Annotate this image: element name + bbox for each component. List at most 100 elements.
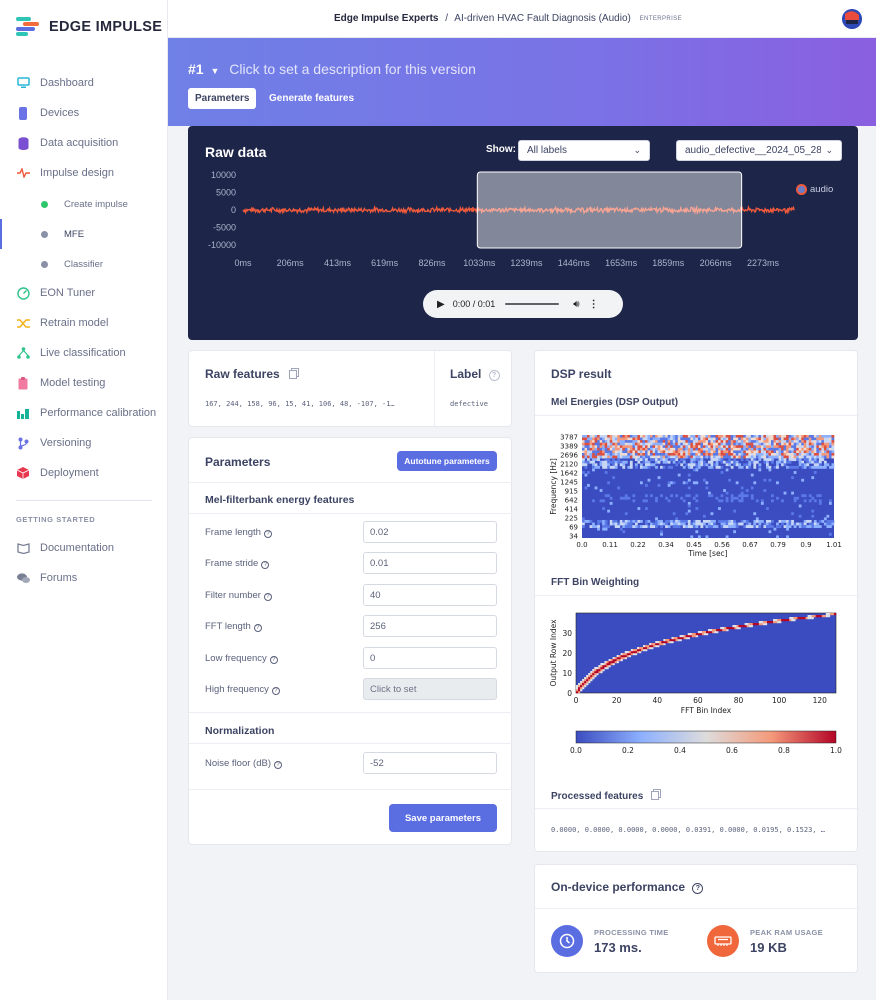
brand-logo[interactable]: EDGE IMPULSE	[16, 17, 162, 36]
selection-window[interactable]	[476, 171, 743, 249]
heatmap-cell	[745, 440, 749, 444]
play-icon[interactable]: ▶	[437, 298, 445, 310]
breadcrumb-org[interactable]: Edge Impulse Experts	[334, 13, 439, 24]
heatmap-cell	[660, 525, 663, 529]
sidebar-item-retrain-model[interactable]: Retrain model	[0, 308, 168, 338]
heatmap-cell	[690, 525, 694, 529]
label-filter-select[interactable]: All labels ⌄	[518, 140, 650, 161]
high-frequency-input[interactable]: Click to set	[363, 678, 497, 700]
heatmap-cell	[607, 481, 611, 485]
copy-icon[interactable]	[651, 789, 662, 803]
sidebar-item-impulse-design[interactable]: Impulse design	[0, 158, 168, 188]
sidebar-item-devices[interactable]: Devices	[0, 98, 168, 128]
heatmap-cell	[617, 522, 621, 526]
autotune-button[interactable]: Autotune parameters	[397, 451, 497, 471]
heatmap-cell	[743, 445, 747, 449]
heatmap-cell	[758, 453, 762, 456]
heatmap-cell	[823, 460, 827, 464]
heatmap-cell	[715, 445, 719, 449]
sample-value: audio_defective__2024_05_28_16	[685, 145, 822, 156]
filterbank-cell	[679, 639, 682, 642]
sidebar-item-documentation[interactable]: Documentation	[0, 533, 168, 563]
mel-section-heading: Mel-filterbank energy features	[205, 494, 355, 506]
seek-bar[interactable]	[505, 303, 560, 305]
filter-number-input[interactable]: 40	[363, 584, 497, 606]
heatmap-cell	[781, 435, 784, 438]
heatmap-cell	[695, 463, 699, 467]
filterbank-cell	[744, 625, 747, 628]
sidebar-item-dashboard[interactable]: Dashboard	[0, 68, 168, 98]
version-dropdown[interactable]: #1	[188, 61, 204, 77]
heatmap-cell	[773, 440, 777, 444]
frame-stride-input[interactable]: 0.01	[363, 552, 497, 574]
x-tick-label: 1446ms	[558, 258, 591, 268]
colorbar-tick-label: 0.6	[726, 746, 738, 755]
chart-legend[interactable]: audio	[796, 184, 833, 195]
help-icon[interactable]: ?	[271, 686, 280, 695]
heatmap-cell	[632, 437, 636, 441]
sidebar-item-mfe[interactable]: MFE	[0, 219, 168, 249]
tab-parameters[interactable]: Parameters	[188, 88, 257, 109]
heatmap-cell	[788, 465, 792, 469]
heatmap-cell	[771, 494, 774, 498]
sample-select[interactable]: audio_defective__2024_05_28_16 ⌄	[676, 140, 842, 161]
heatmap-cell	[692, 522, 696, 526]
tab-generate-features[interactable]: Generate features	[269, 93, 355, 104]
clipboard-icon	[16, 376, 30, 390]
heatmap-cell	[733, 458, 737, 462]
help-icon[interactable]: ?	[263, 529, 272, 538]
sidebar-item-live-classification[interactable]: Live classification	[0, 338, 168, 368]
sidebar-item-create-impulse[interactable]: Create impulse	[0, 189, 168, 219]
frame-length-input[interactable]: 0.02	[363, 521, 497, 543]
heatmap-cell	[650, 442, 653, 446]
help-icon[interactable]: ?	[263, 592, 272, 601]
sidebar-item-deployment[interactable]: Deployment	[0, 458, 168, 488]
heatmap-cell	[632, 447, 636, 451]
filterbank-cell	[807, 615, 810, 618]
breadcrumb-project[interactable]: AI-driven HVAC Fault Diagnosis (Audio)	[454, 13, 631, 24]
heatmap-cell	[771, 519, 774, 523]
sidebar-item-classifier[interactable]: Classifier	[0, 249, 168, 279]
heatmap-cell	[773, 453, 777, 456]
heatmap-cell	[738, 447, 742, 451]
heatmap-cell	[624, 453, 628, 456]
heatmap-cell	[594, 437, 598, 441]
heatmap-cell	[624, 522, 628, 526]
save-parameters-button[interactable]: Save parameters	[389, 804, 497, 832]
sidebar-item-eon-tuner[interactable]: EON Tuner	[0, 278, 168, 308]
version-description[interactable]: Click to set a description for this vers…	[229, 61, 476, 77]
sidebar-item-versioning[interactable]: Versioning	[0, 428, 168, 458]
heatmap-cell	[602, 499, 605, 503]
fft-length-input[interactable]: 256	[363, 615, 497, 637]
heatmap-cell	[667, 445, 671, 449]
filterbank-cell	[730, 627, 733, 630]
sidebar-item-data-acquisition[interactable]: Data acquisition	[0, 128, 168, 158]
heatmap-cell	[760, 447, 764, 451]
heatmap-cell	[755, 525, 759, 529]
volume-icon[interactable]: 🔊︎	[573, 298, 580, 310]
copy-icon[interactable]	[289, 368, 300, 382]
help-icon[interactable]: ?	[274, 760, 282, 769]
heatmap-cell	[582, 458, 585, 462]
sidebar-item-model-testing[interactable]: Model testing	[0, 368, 168, 398]
heatmap-cell	[720, 440, 724, 444]
more-options-icon[interactable]: ⋮	[588, 298, 599, 310]
audio-player[interactable]: ▶ 0:00 / 0:01 🔊︎ ⋮	[423, 290, 623, 318]
heatmap-cell	[597, 522, 600, 526]
help-icon[interactable]: ?	[269, 655, 278, 664]
heatmap-cell	[614, 465, 618, 469]
sidebar-item-forums[interactable]: Forums	[0, 563, 168, 593]
avatar[interactable]	[842, 9, 862, 29]
help-icon[interactable]: ?	[488, 370, 500, 381]
help-icon[interactable]: ?	[261, 560, 270, 569]
sidebar-item-performance-calibration[interactable]: Performance calibration	[0, 398, 168, 428]
heatmap-cell	[755, 460, 759, 464]
noise-floor-input[interactable]: -52	[363, 752, 497, 774]
help-icon[interactable]: ?	[253, 623, 262, 632]
low-frequency-input[interactable]: 0	[363, 647, 497, 669]
heatmap-cell	[798, 435, 802, 438]
help-icon[interactable]: ?	[692, 883, 704, 894]
chevron-down-icon[interactable]: ▼	[210, 66, 220, 76]
heatmap-cell	[667, 499, 671, 503]
